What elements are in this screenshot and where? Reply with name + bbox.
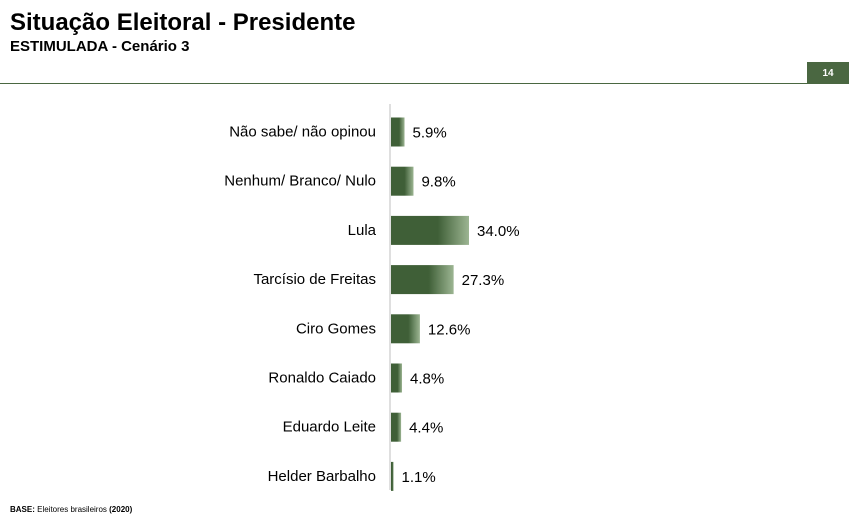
- base-label: BASE:: [10, 505, 35, 514]
- category-label: Não sabe/ não opinou: [229, 124, 376, 141]
- page-subtitle: ESTIMULADA - Cenário 3: [10, 38, 190, 55]
- page-title: Situação Eleitoral - Presidente: [10, 9, 356, 36]
- value-label: 34.0%: [477, 223, 520, 240]
- header-divider: [0, 83, 849, 84]
- value-label: 5.9%: [413, 125, 447, 142]
- value-label: 27.3%: [462, 272, 505, 289]
- page-number-badge: 14: [807, 62, 849, 84]
- bars-layer: Não sabe/ não opinou 5.9% Nenhum/ Branco/ …: [224, 117, 520, 491]
- value-label: 4.8%: [410, 371, 444, 388]
- bar: [391, 215, 469, 245]
- category-label: Lula: [348, 222, 377, 239]
- bar: [391, 412, 402, 442]
- category-label: Helder Barbalho: [268, 468, 376, 485]
- category-label: Eduardo Leite: [283, 419, 376, 436]
- bar: [391, 363, 403, 393]
- bar: [391, 265, 454, 295]
- value-label: 12.6%: [428, 321, 471, 338]
- bar: [391, 117, 405, 147]
- category-label: Ronaldo Caiado: [268, 370, 376, 387]
- value-label: 4.4%: [409, 420, 443, 437]
- base-text: Eleitores brasileiros: [34, 505, 110, 514]
- bar: [391, 461, 394, 491]
- horizontal-bar-chart: Não sabe/ não opinou 5.9% Nenhum/ Branco/ …: [224, 104, 520, 491]
- bar: [391, 314, 420, 344]
- value-label: 1.1%: [402, 469, 436, 486]
- category-label: Nenhum/ Branco/ Nulo: [224, 173, 376, 190]
- category-label: Tarcísio de Freitas: [253, 271, 376, 288]
- category-label: Ciro Gomes: [296, 320, 376, 337]
- base-footnote: BASE: Eleitores brasileiros (2020): [10, 505, 132, 515]
- bar: [391, 166, 414, 196]
- value-label: 9.8%: [421, 174, 455, 191]
- base-year: (2020): [109, 505, 133, 514]
